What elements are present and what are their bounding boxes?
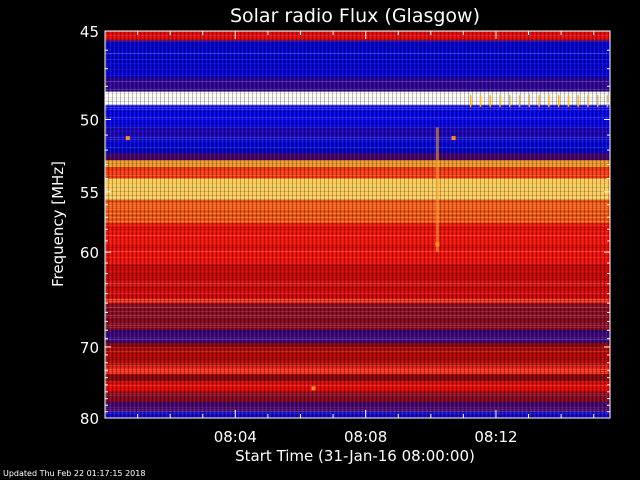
periodic-dash <box>607 95 609 107</box>
noise-texture <box>105 31 610 418</box>
periodic-dash <box>568 95 570 107</box>
periodic-dash <box>480 95 482 107</box>
periodic-dash <box>489 95 491 107</box>
periodic-dash <box>470 95 472 107</box>
y-tick-label: 60 <box>80 244 99 262</box>
burst-streak <box>436 127 439 252</box>
x-tick-label: 08:04 <box>214 428 257 446</box>
periodic-dash <box>509 95 511 107</box>
updated-timestamp: Updated Thu Feb 22 01:17:15 2018 <box>3 469 145 478</box>
y-tick-label: 80 <box>80 410 99 428</box>
y-tick-label: 45 <box>80 23 99 41</box>
burst-spot <box>435 242 439 246</box>
plot-area <box>105 31 610 418</box>
periodic-dash <box>538 95 540 107</box>
burst-spot <box>312 386 316 390</box>
x-axis-label: Start Time (31-Jan-16 08:00:00) <box>235 447 475 465</box>
y-tick-label: 70 <box>80 339 99 357</box>
x-tick-label: 08:08 <box>344 428 387 446</box>
chart-title: Solar radio Flux (Glasgow) <box>230 5 480 27</box>
periodic-dash <box>548 95 550 107</box>
periodic-dash <box>577 95 579 107</box>
x-tick-label: 08:12 <box>474 428 517 446</box>
periodic-dash <box>597 95 599 107</box>
periodic-dash <box>499 95 501 107</box>
y-axis-label: Frequency [MHz] <box>49 161 67 287</box>
periodic-dash <box>519 95 521 107</box>
y-tick-label: 55 <box>80 184 99 202</box>
burst-spot <box>452 136 456 140</box>
burst-spot <box>126 136 130 140</box>
periodic-dash <box>558 95 560 107</box>
vertical-texture <box>105 31 610 418</box>
y-tick-label: 50 <box>80 111 99 129</box>
periodic-dash <box>529 95 531 107</box>
periodic-dash <box>587 95 589 107</box>
